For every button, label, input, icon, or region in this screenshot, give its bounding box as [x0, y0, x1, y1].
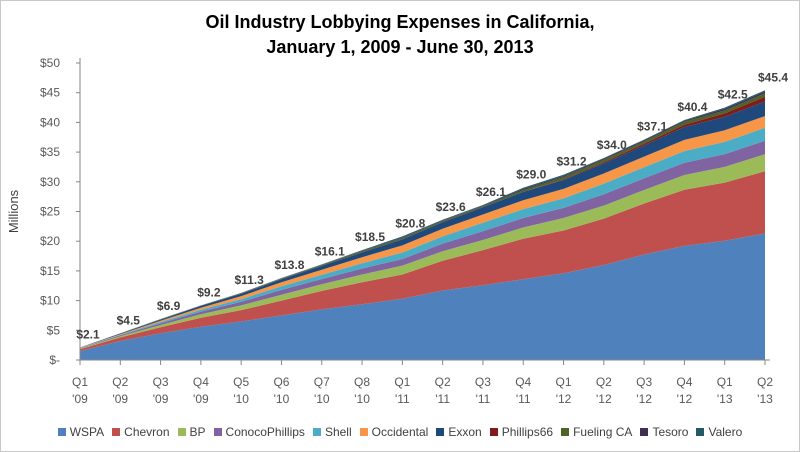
y-axis-title: Millions: [6, 189, 21, 233]
y-tick-label: $10: [40, 294, 60, 308]
total-data-label: $42.5: [718, 88, 748, 102]
x-tick-label: Q1'12: [556, 375, 572, 406]
legend-label: WSPA: [69, 425, 105, 439]
legend-item-phillips66: Phillips66: [489, 425, 554, 439]
y-tick-label: $25: [40, 205, 60, 219]
legend-item-exxon: Exxon: [436, 425, 482, 439]
legend-label: BP: [189, 425, 206, 439]
legend-item-fueling-ca: Fueling CA: [561, 425, 632, 439]
x-tick-label: Q8'10: [354, 375, 370, 406]
legend-label: Shell: [324, 425, 352, 439]
y-tick-label: $50: [40, 56, 60, 70]
legend-swatch: [312, 428, 321, 436]
area-exxon: [80, 101, 765, 348]
legend-label: Valero: [708, 425, 743, 439]
x-tick-label: Q2'12: [596, 375, 612, 406]
legend-item-valero: Valero: [696, 425, 742, 439]
total-data-label: $40.4: [677, 100, 707, 114]
total-data-label: $9.2: [197, 285, 221, 299]
x-tick-label: Q3'09: [153, 375, 169, 406]
x-tick-label: Q1'11: [394, 375, 410, 406]
chart-title-line-2: January 1, 2009 - June 30, 2013: [266, 37, 534, 57]
total-data-label: $18.5: [355, 230, 385, 244]
legend: WSPA Chevron BP ConocoPhillips Shell Occident…: [0, 425, 800, 439]
y-tick-label: $45: [40, 86, 60, 100]
total-data-label: $6.9: [157, 299, 181, 313]
legend-swatch: [436, 428, 445, 436]
total-data-label: $45.4: [758, 70, 788, 84]
legend-swatch: [57, 428, 66, 436]
y-tick-label: $40: [40, 115, 60, 129]
x-tick-label: Q4'09: [193, 375, 209, 406]
legend-swatch: [112, 428, 121, 436]
x-tick-label: Q7'10: [314, 375, 330, 406]
legend-item-occidental: Occidental: [359, 425, 429, 439]
total-data-label: $31.2: [557, 155, 587, 169]
legend-swatch: [177, 428, 186, 436]
x-tick-label: Q3'12: [636, 375, 652, 406]
area-wspa: [80, 233, 765, 360]
y-tick-label: $30: [40, 175, 60, 189]
y-tick-label: $15: [40, 264, 60, 278]
legend-swatch: [640, 428, 649, 436]
x-tick-label: Q1'13: [717, 375, 733, 406]
area-conocophillips: [80, 140, 765, 349]
x-tick-label: Q3'11: [475, 375, 491, 406]
legend-label: Occidental: [371, 425, 429, 439]
x-tick-label: Q2'09: [112, 375, 128, 406]
total-data-label: $16.1: [315, 244, 345, 258]
legend-swatch: [489, 428, 498, 436]
area-phillips66: [80, 96, 765, 348]
y-tick-label: $35: [40, 145, 60, 159]
x-tick-label: Q5'10: [233, 375, 249, 406]
legend-label: Phillips66: [501, 425, 554, 439]
total-data-label: $23.6: [436, 200, 466, 214]
x-tick-label: Q1'09: [72, 375, 88, 406]
area-occidental: [80, 116, 765, 349]
legend-swatch: [213, 428, 222, 436]
legend-item-wspa: WSPA: [57, 425, 105, 439]
x-tick-label: Q4'12: [676, 375, 692, 406]
total-data-label: $29.0: [516, 168, 546, 182]
legend-label: ConocoPhillips: [225, 425, 305, 439]
total-data-label: $4.5: [117, 313, 141, 327]
area-tesoro: [80, 91, 765, 348]
area-bp: [80, 154, 765, 350]
total-data-label: $2.1: [76, 328, 100, 342]
legend-label: Chevron: [124, 425, 170, 439]
legend-swatch: [561, 428, 570, 436]
legend-label: Fueling CA: [573, 425, 633, 439]
y-tick-label: $5: [47, 323, 61, 337]
x-tick-label: Q4'11: [515, 375, 531, 406]
total-data-label: $11.3: [234, 273, 264, 287]
chart-title-line-1: Oil Industry Lobbying Expenses in Califo…: [205, 12, 595, 32]
x-tick-label: Q2'11: [435, 375, 451, 406]
x-tick-label: Q6'10: [273, 375, 289, 406]
total-data-label: $20.8: [395, 216, 425, 230]
total-data-label: $13.8: [274, 258, 304, 272]
x-tick-label: Q2'13: [757, 375, 773, 406]
legend-item-chevron: Chevron: [112, 425, 170, 439]
area-fueling-ca: [80, 93, 765, 348]
legend-label: Exxon: [448, 425, 482, 439]
legend-swatch: [359, 428, 368, 436]
legend-item-conocophillips: ConocoPhillips: [213, 425, 305, 439]
total-data-label: $37.1: [637, 120, 667, 134]
legend-item-shell: Shell: [312, 425, 352, 439]
total-data-label: $26.1: [476, 185, 506, 199]
legend-label: Tesoro: [652, 425, 689, 439]
legend-item-bp: BP: [177, 425, 206, 439]
legend-swatch: [696, 428, 705, 436]
area-shell: [80, 127, 765, 349]
total-data-label: $34.0: [597, 138, 627, 152]
area-chevron: [80, 171, 765, 352]
y-tick-label: $20: [40, 234, 60, 248]
y-tick-label: $-: [49, 353, 60, 367]
legend-item-tesoro: Tesoro: [640, 425, 688, 439]
